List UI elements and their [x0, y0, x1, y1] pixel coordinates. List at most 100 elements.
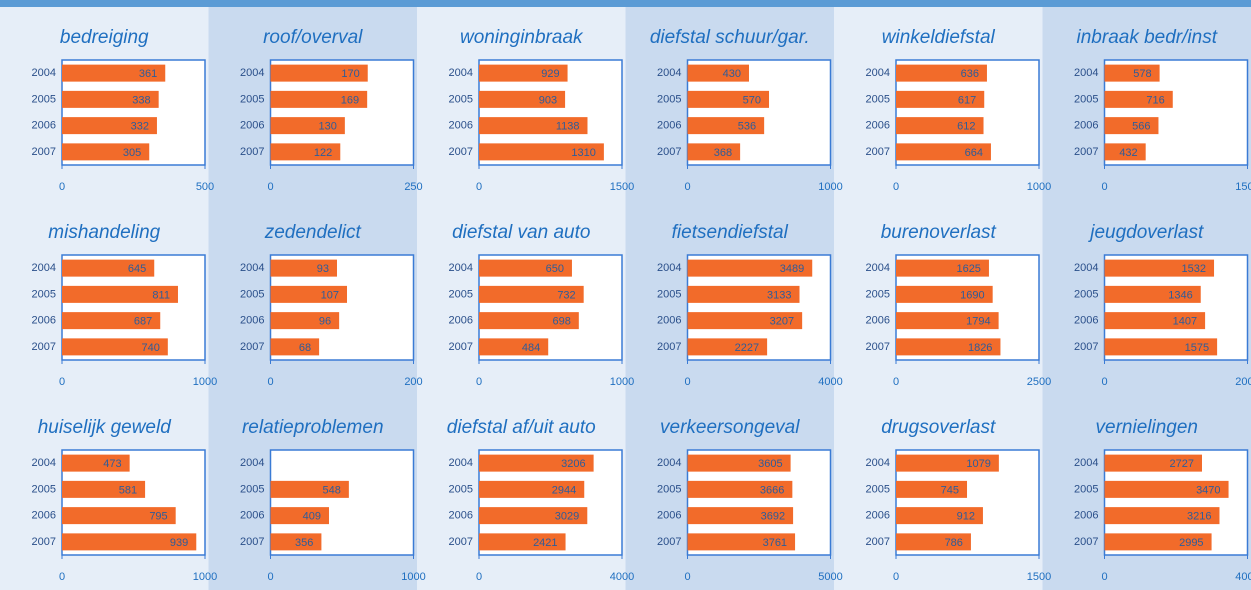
bar	[896, 90, 985, 108]
value-label: 3029	[555, 511, 579, 523]
chart-title: fietsendiefstal	[672, 222, 789, 243]
bar	[479, 312, 579, 330]
bar	[1104, 259, 1215, 277]
y-tick-label: 2005	[32, 93, 56, 105]
bar	[62, 143, 150, 161]
bar	[62, 285, 178, 303]
bar	[270, 64, 368, 82]
bar	[1104, 143, 1146, 161]
x-tick-label: 0	[684, 181, 690, 193]
x-tick-label: 4000	[818, 376, 842, 388]
bar	[896, 454, 999, 472]
y-tick-label: 2006	[240, 120, 264, 132]
y-tick-label: 2005	[657, 288, 681, 300]
value-label: 170	[341, 68, 359, 80]
value-label: 929	[541, 68, 559, 80]
value-label: 903	[539, 94, 557, 106]
value-label: 484	[522, 342, 540, 354]
bar	[896, 338, 1001, 356]
bar	[687, 454, 791, 472]
x-tick-label: 0	[476, 571, 482, 583]
bar	[1104, 507, 1220, 525]
bar	[1104, 480, 1229, 498]
y-tick-label: 2007	[866, 536, 890, 548]
bar	[62, 64, 166, 82]
chart-title: drugsoverlast	[881, 417, 996, 438]
y-tick-label: 2007	[1074, 341, 1098, 353]
y-tick-label: 2007	[657, 536, 681, 548]
value-label: 548	[323, 484, 341, 496]
bar	[1104, 117, 1159, 135]
y-tick-label: 2006	[866, 120, 890, 132]
value-label: 305	[123, 147, 141, 159]
chart-title: winkeldiefstal	[882, 27, 996, 48]
value-label: 3207	[770, 316, 794, 328]
chart-title: woninginbraak	[460, 27, 584, 48]
value-label: 432	[1119, 147, 1137, 159]
y-tick-label: 2007	[866, 341, 890, 353]
x-tick-label: 1500	[610, 181, 634, 193]
value-label: 2227	[735, 342, 759, 354]
x-tick-label: 1000	[193, 376, 217, 388]
bar	[687, 312, 803, 330]
value-label: 795	[149, 511, 167, 523]
y-tick-label: 2007	[449, 341, 473, 353]
bar	[687, 90, 770, 108]
x-tick-label: 0	[267, 181, 273, 193]
y-tick-label: 2006	[449, 315, 473, 327]
value-label: 3489	[780, 263, 804, 275]
value-label: 356	[295, 537, 313, 549]
bar	[62, 312, 161, 330]
value-label: 96	[319, 316, 331, 328]
y-tick-label: 2007	[240, 536, 264, 548]
value-label: 1826	[968, 342, 992, 354]
x-tick-label: 0	[267, 376, 273, 388]
value-label: 687	[134, 316, 152, 328]
value-label: 536	[738, 121, 756, 133]
x-tick-label: 1000	[193, 571, 217, 583]
y-tick-label: 2006	[1074, 315, 1098, 327]
bar	[62, 454, 130, 472]
bar	[479, 480, 585, 498]
bar	[270, 533, 322, 551]
y-tick-label: 2005	[1074, 483, 1098, 495]
x-tick-label: 0	[684, 376, 690, 388]
y-tick-label: 2005	[240, 483, 264, 495]
bar	[479, 533, 566, 551]
value-label: 122	[314, 147, 332, 159]
y-tick-label: 2007	[866, 146, 890, 158]
chart-title: inbraak bedr/inst	[1077, 27, 1218, 48]
y-tick-label: 2004	[1074, 67, 1098, 79]
y-tick-label: 2004	[32, 457, 56, 469]
y-tick-label: 2006	[657, 315, 681, 327]
x-tick-label: 1500	[1235, 181, 1251, 193]
y-tick-label: 2004	[449, 67, 473, 79]
bar	[270, 507, 329, 525]
bar	[479, 338, 549, 356]
bar	[62, 90, 159, 108]
y-tick-label: 2004	[866, 262, 890, 274]
value-label: 566	[1132, 121, 1150, 133]
value-label: 732	[557, 289, 575, 301]
bar	[687, 64, 749, 82]
value-label: 361	[139, 68, 157, 80]
bar	[270, 480, 349, 498]
x-tick-label: 4000	[1235, 571, 1251, 583]
x-tick-label: 0	[1101, 376, 1107, 388]
bar	[896, 533, 971, 551]
value-label: 698	[552, 316, 570, 328]
x-tick-label: 2500	[1027, 376, 1051, 388]
y-tick-label: 2006	[240, 315, 264, 327]
y-tick-label: 2006	[32, 510, 56, 522]
y-tick-label: 2004	[449, 457, 473, 469]
value-label: 368	[714, 147, 732, 159]
x-tick-label: 0	[267, 571, 273, 583]
bar	[687, 480, 793, 498]
value-label: 1079	[966, 458, 990, 470]
x-tick-label: 1000	[1027, 181, 1051, 193]
y-tick-label: 2005	[32, 288, 56, 300]
y-tick-label: 2005	[1074, 288, 1098, 300]
value-label: 409	[303, 511, 321, 523]
value-label: 2995	[1179, 537, 1203, 549]
value-label: 650	[546, 263, 564, 275]
